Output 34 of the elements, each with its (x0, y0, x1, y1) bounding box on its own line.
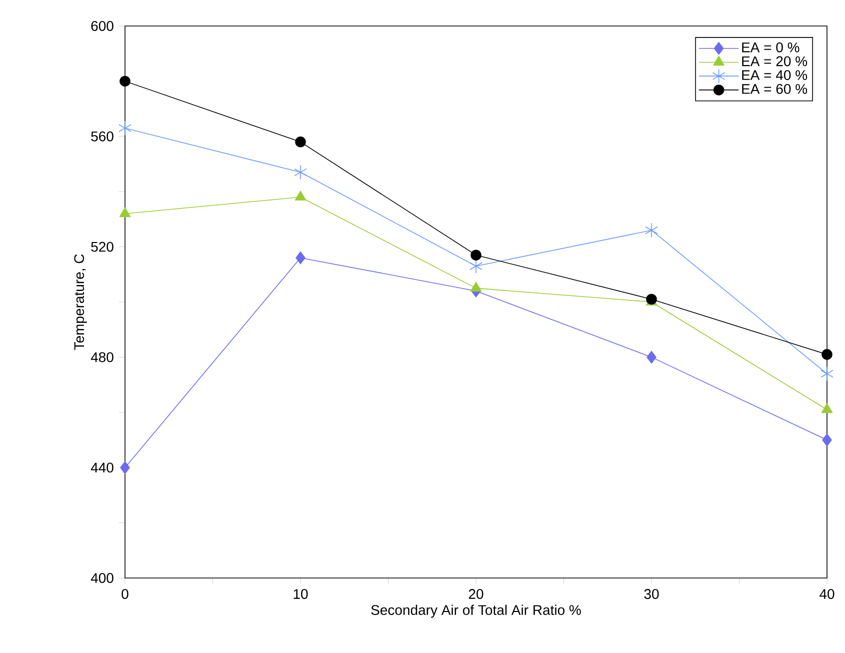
y-tick-label: 440 (90, 462, 114, 473)
x-tick-label: 30 (644, 589, 659, 599)
point (120, 461, 130, 474)
y-tick-label: 400 (90, 573, 114, 583)
x-tick-label: 20 (468, 589, 484, 599)
legend-label: EA = 60 % (742, 84, 808, 94)
point (822, 434, 832, 446)
point (820, 366, 834, 382)
legend-label: EA = 20 % (742, 56, 808, 66)
point (470, 250, 482, 260)
legend-label: EA = 40 % (742, 70, 808, 80)
x-tick-label: 40 (820, 589, 834, 599)
y-tick-label: 480 (90, 352, 114, 362)
point (470, 258, 482, 274)
point (119, 207, 131, 218)
point (295, 136, 306, 148)
point (294, 190, 306, 201)
point (822, 349, 832, 360)
point (294, 164, 307, 180)
point (120, 76, 130, 87)
x-axis-title: Secondary Air of Total Air Ratio % (371, 604, 581, 618)
point (645, 222, 658, 238)
point (646, 350, 656, 364)
x-tick-label: 0 (122, 589, 128, 599)
point (118, 120, 132, 136)
point (296, 251, 306, 264)
point (821, 403, 833, 414)
legend-label: EA = 0 % (742, 42, 800, 52)
y-tick-label: 560 (91, 131, 114, 142)
point (470, 282, 482, 292)
y-tick-label: 600 (91, 21, 114, 31)
y-tick-label: 520 (91, 242, 114, 252)
y-axis-title: Temperature, C (74, 254, 87, 350)
x-tick-label: 10 (294, 589, 308, 599)
